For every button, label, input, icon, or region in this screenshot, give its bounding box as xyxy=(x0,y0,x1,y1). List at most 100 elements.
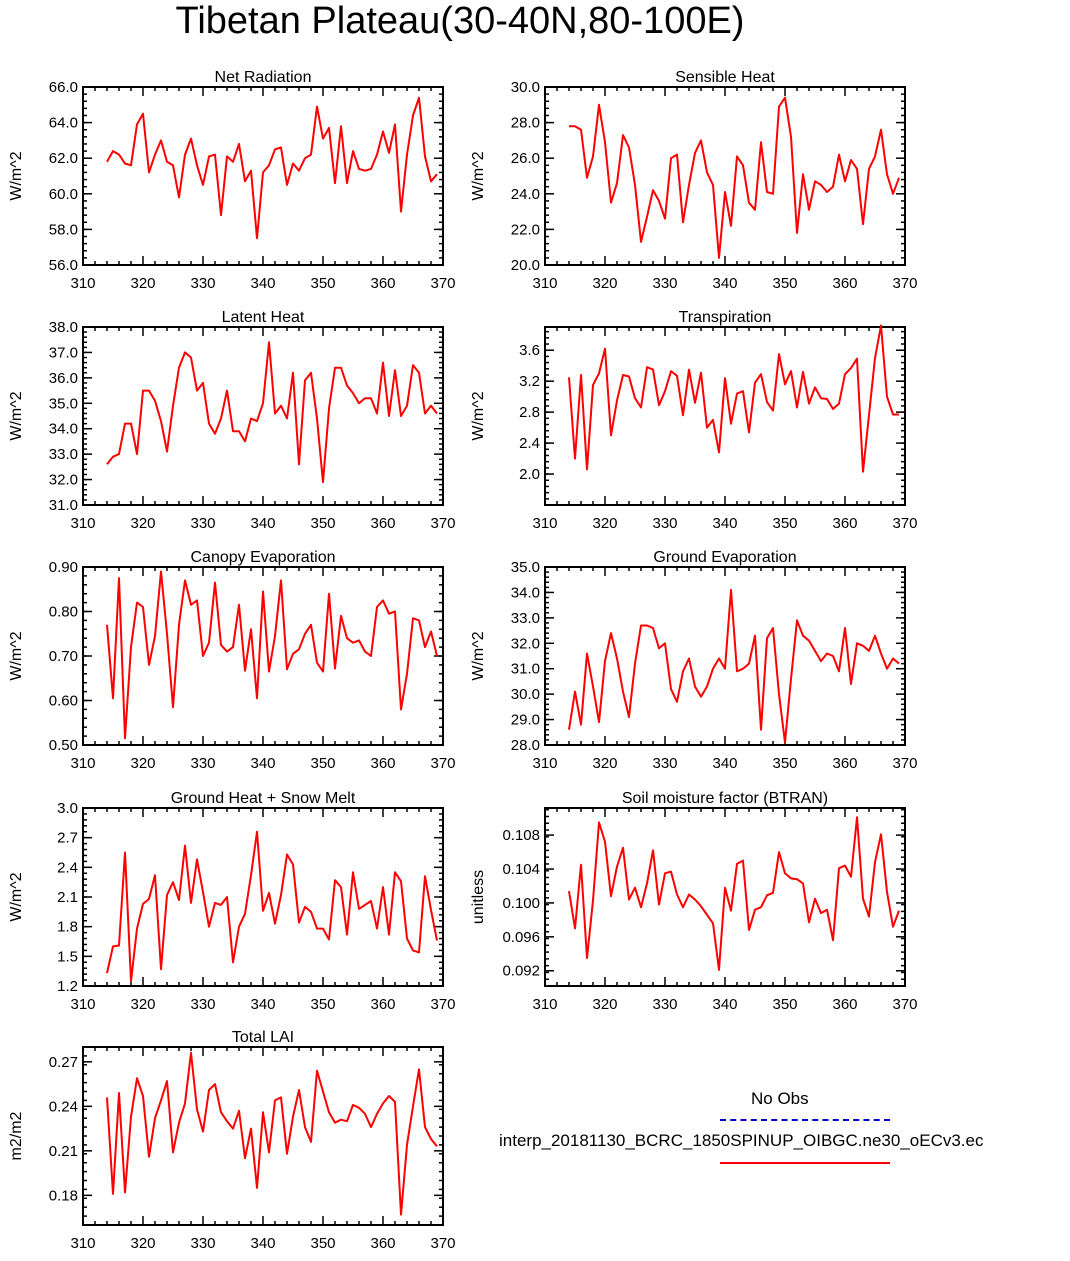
y-tick-label: 2.1 xyxy=(57,889,78,906)
x-tick-label: 360 xyxy=(832,515,857,532)
y-tick-label: 0.18 xyxy=(49,1187,78,1204)
y-tick-label: 0.24 xyxy=(49,1098,78,1115)
panel-title: Sensible Heat xyxy=(675,69,775,86)
x-tick-label: 370 xyxy=(430,1235,455,1252)
y-tick-label: 2.8 xyxy=(519,404,540,421)
y-tick-label: 1.8 xyxy=(57,919,78,936)
x-tick-label: 350 xyxy=(772,275,797,292)
y-tick-label: 2.4 xyxy=(519,435,540,452)
y-axis-label: W/m^2 xyxy=(8,391,25,440)
legend-run-solid-line xyxy=(720,1162,890,1164)
x-tick-label: 360 xyxy=(370,515,395,532)
panel-title: Soil moisture factor (BTRAN) xyxy=(622,790,828,807)
y-axis-label: m2/m2 xyxy=(8,1111,25,1160)
panel-title: Transpiration xyxy=(679,309,772,326)
series-line xyxy=(568,588,900,744)
x-tick-label: 350 xyxy=(772,755,797,772)
x-tick-label: 310 xyxy=(70,755,95,772)
x-tick-label: 340 xyxy=(250,515,275,532)
y-tick-label: 0.096 xyxy=(502,929,540,946)
y-tick-label: 66.0 xyxy=(49,79,78,96)
x-tick-label: 330 xyxy=(190,1235,215,1252)
x-tick-label: 330 xyxy=(652,515,677,532)
y-tick-label: 0.100 xyxy=(502,895,540,912)
y-tick-label: 0.108 xyxy=(502,827,540,844)
y-tick-label: 0.27 xyxy=(49,1054,78,1071)
x-tick-label: 310 xyxy=(532,996,557,1013)
y-tick-label: 64.0 xyxy=(49,115,78,132)
x-tick-label: 360 xyxy=(370,755,395,772)
x-tick-label: 320 xyxy=(592,996,617,1013)
x-tick-label: 340 xyxy=(712,755,737,772)
x-tick-label: 310 xyxy=(532,275,557,292)
panel-title: Latent Heat xyxy=(222,309,305,326)
x-tick-label: 370 xyxy=(430,996,455,1013)
y-tick-label: 0.80 xyxy=(49,604,78,621)
series-line xyxy=(569,96,900,259)
x-tick-label: 350 xyxy=(310,755,335,772)
panel-title: Net Radiation xyxy=(215,69,312,86)
y-tick-label: 34.0 xyxy=(511,584,540,601)
y-tick-label: 20.0 xyxy=(511,257,540,274)
y-tick-label: 34.0 xyxy=(49,421,78,438)
y-tick-label: 0.50 xyxy=(49,737,78,754)
x-tick-label: 310 xyxy=(70,1235,95,1252)
x-tick-label: 340 xyxy=(712,515,737,532)
x-tick-label: 340 xyxy=(250,1235,275,1252)
chart-panel-7: Ground Heat + Snow Melt W/m^2 310 320 330 340… xyxy=(8,790,456,1013)
y-tick-label: 56.0 xyxy=(49,257,78,274)
chart-panel-4: Transpiration W/m^2 310 320 330 340 350 360 370 2… xyxy=(470,309,918,532)
y-tick-label: 36.0 xyxy=(49,370,78,387)
x-tick-label: 330 xyxy=(190,275,215,292)
y-tick-label: 22.0 xyxy=(511,221,540,238)
y-axis-label: W/m^2 xyxy=(8,151,25,200)
x-tick-label: 360 xyxy=(370,1235,395,1252)
x-tick-label: 320 xyxy=(592,515,617,532)
panel-title: Ground Heat + Snow Melt xyxy=(171,790,356,807)
y-axis-label: W/m^2 xyxy=(8,872,25,921)
y-tick-label: 3.0 xyxy=(57,800,78,817)
y-tick-label: 1.5 xyxy=(57,948,78,965)
x-tick-label: 360 xyxy=(832,275,857,292)
x-tick-label: 370 xyxy=(430,755,455,772)
x-tick-label: 310 xyxy=(532,515,557,532)
x-tick-label: 370 xyxy=(892,996,917,1013)
series-line xyxy=(106,96,438,240)
y-tick-label: 0.90 xyxy=(49,559,78,576)
x-tick-label: 330 xyxy=(190,755,215,772)
x-tick-label: 320 xyxy=(130,515,155,532)
chart-panel-5: Canopy Evaporation W/m^2 310 320 330 340 350 36… xyxy=(8,549,456,772)
x-tick-label: 340 xyxy=(250,996,275,1013)
chart-panel-8: Soil moisture factor (BTRAN) unitless 310 3… xyxy=(470,790,918,1013)
y-tick-label: 32.0 xyxy=(511,635,540,652)
y-tick-label: 31.0 xyxy=(511,661,540,678)
chart-panel-1: Net Radiation W/m^2 310 320 330 340 350 360 370 5… xyxy=(8,69,456,292)
y-tick-label: 37.0 xyxy=(49,344,78,361)
y-tick-label: 24.0 xyxy=(511,186,540,203)
y-tick-label: 30.0 xyxy=(511,79,540,96)
y-tick-label: 26.0 xyxy=(511,150,540,167)
chart-panel-2: Sensible Heat W/m^2 310 320 330 340 350 360 370 2… xyxy=(470,69,918,292)
x-tick-label: 320 xyxy=(130,275,155,292)
legend: No Obs interp_20181130_BCRC_1850SPINUP_O… xyxy=(480,1085,1070,1175)
panel-title: Ground Evaporation xyxy=(653,549,796,566)
y-tick-label: 3.6 xyxy=(519,342,540,359)
chart-panel-6: Ground Evaporation W/m^2 310 320 330 340 350 36… xyxy=(470,549,918,772)
y-tick-label: 0.70 xyxy=(49,648,78,665)
x-tick-label: 360 xyxy=(832,755,857,772)
x-tick-label: 320 xyxy=(592,755,617,772)
legend-no-obs-label: No Obs xyxy=(751,1089,809,1108)
x-tick-label: 360 xyxy=(370,275,395,292)
chart-panel-9: Total LAI m2/m2 310 320 330 340 350 360 370 0.18 0… xyxy=(8,1029,456,1252)
x-tick-label: 350 xyxy=(310,996,335,1013)
plot-frame xyxy=(82,1046,444,1226)
x-tick-label: 320 xyxy=(130,996,155,1013)
legend-obs-dashed-line xyxy=(720,1119,890,1121)
y-tick-label: 0.092 xyxy=(502,963,540,980)
series-line xyxy=(106,570,438,740)
series-line xyxy=(106,1051,438,1216)
x-tick-label: 320 xyxy=(592,275,617,292)
y-axis-label: W/m^2 xyxy=(470,391,487,440)
y-tick-label: 28.0 xyxy=(511,737,540,754)
series-line xyxy=(568,816,900,971)
